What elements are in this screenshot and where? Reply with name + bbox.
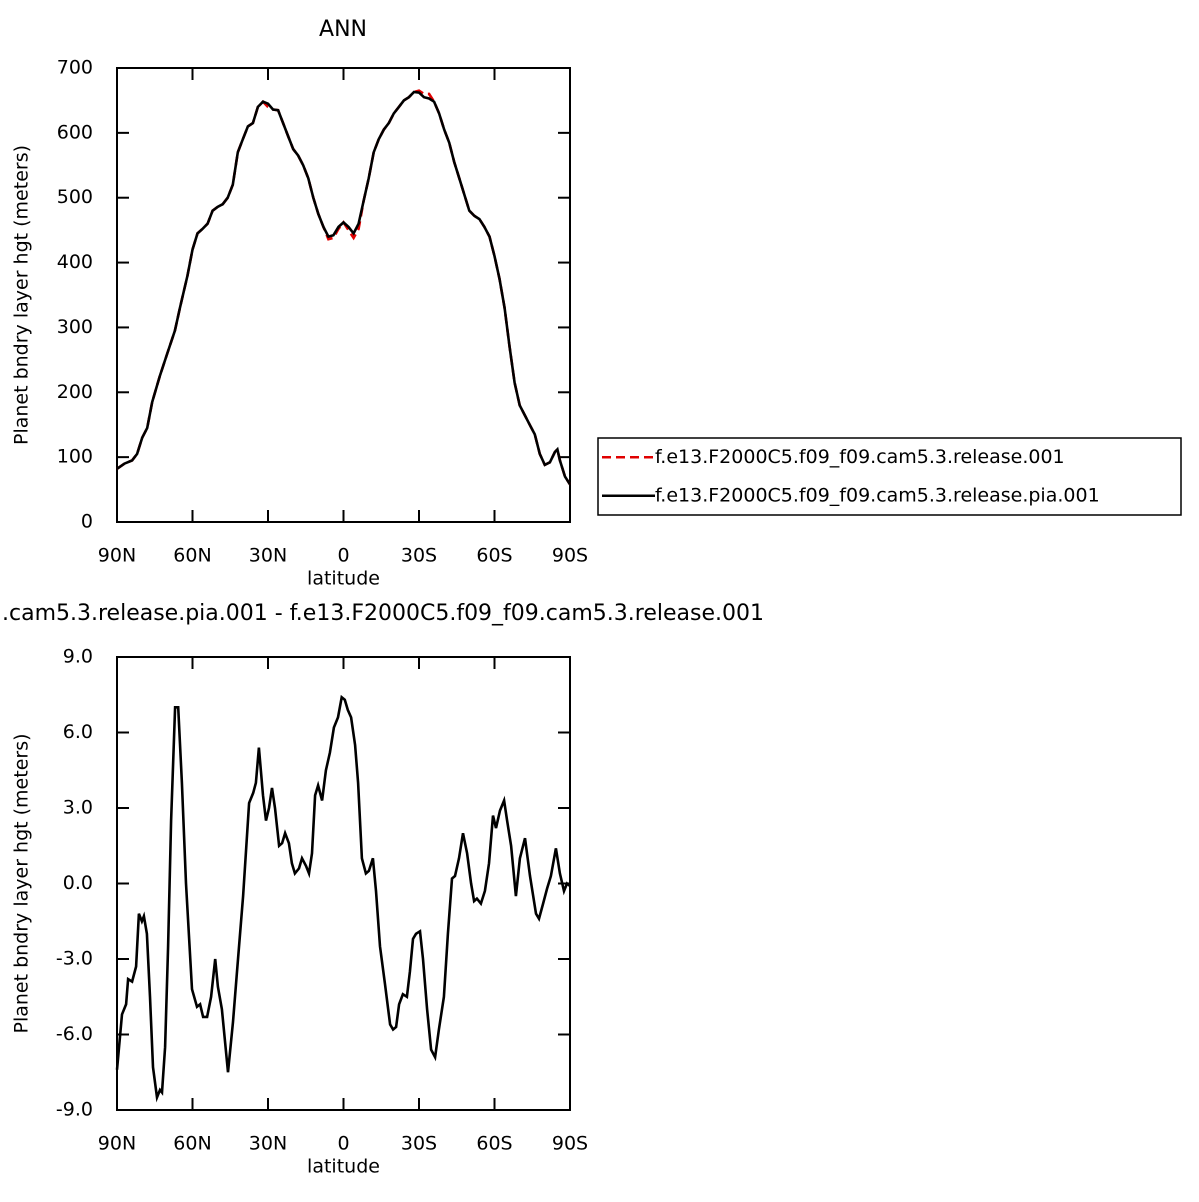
x-tick-label: 30S <box>401 545 437 567</box>
x-tick-label: 0 <box>337 1133 349 1155</box>
x-tick-label: 60S <box>476 1133 512 1155</box>
y-tick-label: 0 <box>81 511 93 533</box>
y-tick-label: 700 <box>57 57 93 79</box>
y-axis-label: Planet bndry layer hgt (meters) <box>11 733 33 1033</box>
x-tick-label: 90S <box>552 545 588 567</box>
y-tick-label: 600 <box>57 121 93 143</box>
data-line <box>116 90 572 486</box>
x-axis-label: latitude <box>307 568 380 590</box>
y-tick-label: 0.0 <box>63 872 93 894</box>
x-tick-label: 90N <box>98 1133 136 1155</box>
data-line <box>115 694 571 1103</box>
chart-title: .cam5.3.release.pia.001 - f.e13.F2000C5.… <box>2 601 764 626</box>
legend-label: f.e13.F2000C5.f09_f09.cam5.3.release.001 <box>655 446 1065 468</box>
x-tick-label: 30N <box>249 1133 287 1155</box>
x-tick-label: 60S <box>476 545 512 567</box>
y-tick-label: -3.0 <box>56 948 93 970</box>
x-tick-label: 90N <box>98 545 136 567</box>
y-tick-label: 9.0 <box>63 646 93 668</box>
y-tick-label: 100 <box>57 446 93 468</box>
y-tick-label: 200 <box>57 381 93 403</box>
y-tick-label: 500 <box>57 186 93 208</box>
y-axis-label: Planet bndry layer hgt (meters) <box>11 145 33 445</box>
y-tick-label: 400 <box>57 251 93 273</box>
x-tick-label: 0 <box>337 545 349 567</box>
x-axis-label: latitude <box>307 1156 380 1178</box>
legend-box <box>597 437 1182 516</box>
y-tick-label: 6.0 <box>63 721 93 743</box>
y-tick-label: -9.0 <box>56 1099 93 1121</box>
x-tick-label: 90S <box>552 1133 588 1155</box>
x-tick-label: 30S <box>401 1133 437 1155</box>
x-tick-label: 60N <box>173 545 211 567</box>
y-tick-label: 3.0 <box>63 797 93 819</box>
chart-title: ANN <box>319 17 367 42</box>
y-tick-label: 300 <box>57 316 93 338</box>
x-tick-label: 60N <box>173 1133 211 1155</box>
y-tick-label: -6.0 <box>56 1023 93 1045</box>
x-tick-label: 30N <box>249 545 287 567</box>
legend-label: f.e13.F2000C5.f09_f09.cam5.3.release.pia… <box>655 484 1100 506</box>
